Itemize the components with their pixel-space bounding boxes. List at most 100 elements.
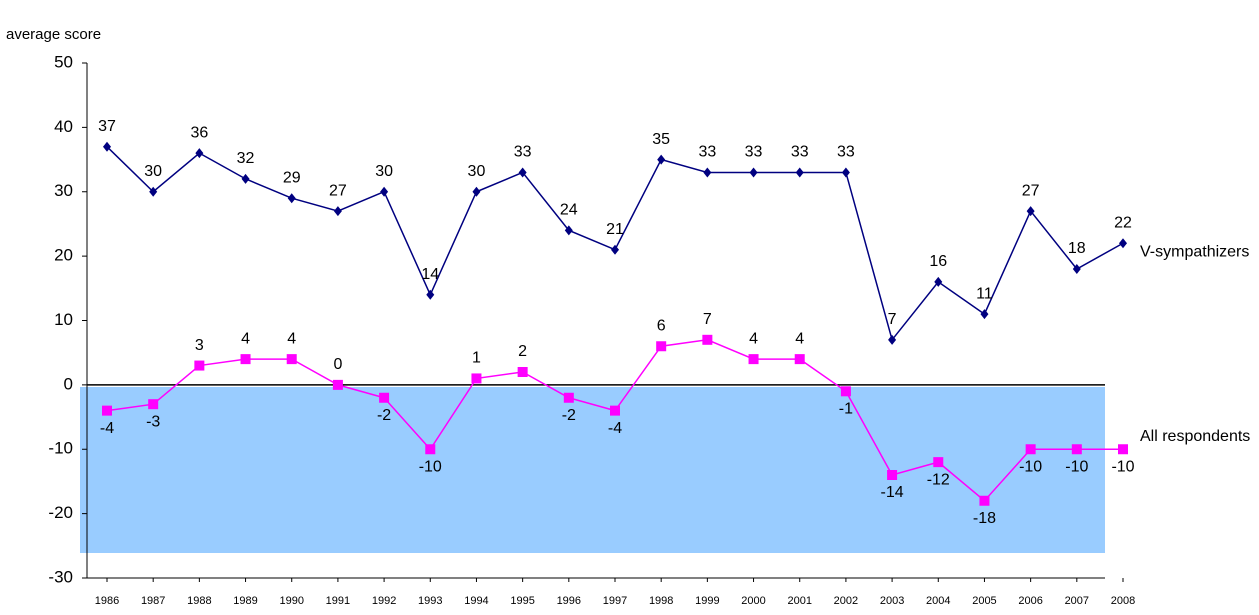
data-label: -2 — [562, 407, 576, 424]
marker — [610, 405, 620, 416]
data-label: 16 — [929, 253, 947, 270]
data-label: 33 — [837, 144, 855, 161]
x-tick-label: 1996 — [557, 595, 581, 607]
data-label: 24 — [560, 202, 578, 219]
data-label: 3 — [195, 337, 204, 354]
marker — [517, 367, 528, 377]
data-label: 6 — [657, 317, 666, 334]
marker — [748, 354, 759, 365]
marker — [286, 354, 297, 365]
data-label: 7 — [888, 311, 897, 328]
marker — [840, 386, 851, 397]
marker — [380, 186, 389, 197]
data-label: 4 — [749, 330, 758, 347]
x-tick-label: 2006 — [1018, 595, 1042, 607]
marker — [1118, 444, 1128, 455]
data-label: 27 — [329, 182, 347, 199]
data-label: -2 — [377, 407, 391, 424]
marker — [333, 206, 342, 217]
data-label: 4 — [241, 330, 250, 347]
data-label: -18 — [973, 510, 996, 527]
marker — [425, 444, 436, 455]
data-label: 18 — [1068, 240, 1086, 257]
data-label: -10 — [1111, 458, 1134, 475]
data-label: 29 — [283, 169, 301, 186]
x-tick-label: 1987 — [141, 595, 165, 607]
x-tick-label: 1993 — [418, 595, 442, 607]
marker — [287, 193, 296, 204]
x-tick-label: 1998 — [649, 595, 673, 607]
y-axis-label: average score — [6, 26, 101, 43]
marker — [195, 148, 204, 159]
marker — [148, 399, 159, 410]
data-label: -3 — [146, 413, 160, 430]
data-label: 1 — [472, 350, 481, 367]
data-label: 7 — [703, 311, 712, 328]
marker — [611, 244, 619, 255]
data-label: 37 — [98, 118, 116, 135]
marker — [1026, 206, 1035, 217]
x-tick-label: 1994 — [464, 595, 488, 607]
x-tick-label: 1986 — [95, 595, 119, 607]
data-label: 0 — [333, 356, 342, 373]
marker — [703, 167, 712, 178]
marker — [794, 354, 805, 365]
marker — [749, 167, 758, 178]
x-tick-label: 2001 — [787, 595, 811, 607]
series-label: All respondents — [1140, 428, 1250, 445]
data-label: -10 — [1019, 458, 1042, 475]
data-label: 33 — [745, 144, 763, 161]
marker — [379, 392, 390, 403]
marker — [471, 373, 482, 384]
data-label: 27 — [1022, 182, 1040, 199]
data-label: 36 — [190, 124, 208, 141]
shaded-region — [80, 387, 1105, 553]
marker — [1025, 444, 1036, 455]
data-label: -4 — [100, 420, 114, 437]
data-label: 4 — [287, 330, 296, 347]
data-label: 30 — [144, 163, 162, 180]
marker — [887, 470, 898, 480]
marker — [149, 186, 158, 197]
marker — [1119, 238, 1127, 249]
y-tick-label: 40 — [54, 117, 73, 136]
marker — [933, 457, 944, 468]
x-tick-label: 2008 — [1111, 595, 1135, 607]
data-label: 30 — [375, 163, 393, 180]
x-tick-label: 2003 — [880, 595, 904, 607]
x-tick-label: 1999 — [695, 595, 719, 607]
marker — [472, 186, 481, 197]
y-tick-label: 30 — [54, 181, 73, 200]
y-tick-label: -20 — [48, 503, 73, 522]
x-tick-label: 1992 — [372, 595, 396, 607]
marker — [426, 289, 435, 300]
x-tick-label: 1995 — [510, 595, 534, 607]
data-label: 30 — [468, 163, 486, 180]
marker — [563, 392, 574, 403]
marker — [518, 167, 527, 178]
x-tick-label: 2004 — [926, 595, 950, 607]
series-label: V-sympathizers — [1140, 243, 1249, 260]
x-tick-label: 2007 — [1065, 595, 1089, 607]
data-label: 33 — [698, 144, 716, 161]
x-tick-label: 1988 — [187, 595, 211, 607]
data-label: -4 — [608, 420, 622, 437]
x-tick-label: 1990 — [279, 595, 303, 607]
marker — [241, 173, 250, 184]
x-tick-label: 2002 — [834, 595, 858, 607]
data-label: 21 — [606, 221, 624, 238]
marker — [1071, 444, 1082, 455]
marker — [888, 334, 897, 345]
series-line — [106, 146, 1124, 342]
marker — [841, 167, 850, 178]
data-label: -10 — [1065, 458, 1088, 475]
marker — [979, 495, 990, 506]
marker — [934, 276, 943, 287]
marker — [194, 360, 205, 371]
data-label: -1 — [839, 401, 853, 418]
marker — [657, 154, 666, 165]
x-tick-label: 2005 — [972, 595, 996, 607]
x-tick-label: 1991 — [326, 595, 350, 607]
y-tick-label: -10 — [48, 439, 73, 458]
